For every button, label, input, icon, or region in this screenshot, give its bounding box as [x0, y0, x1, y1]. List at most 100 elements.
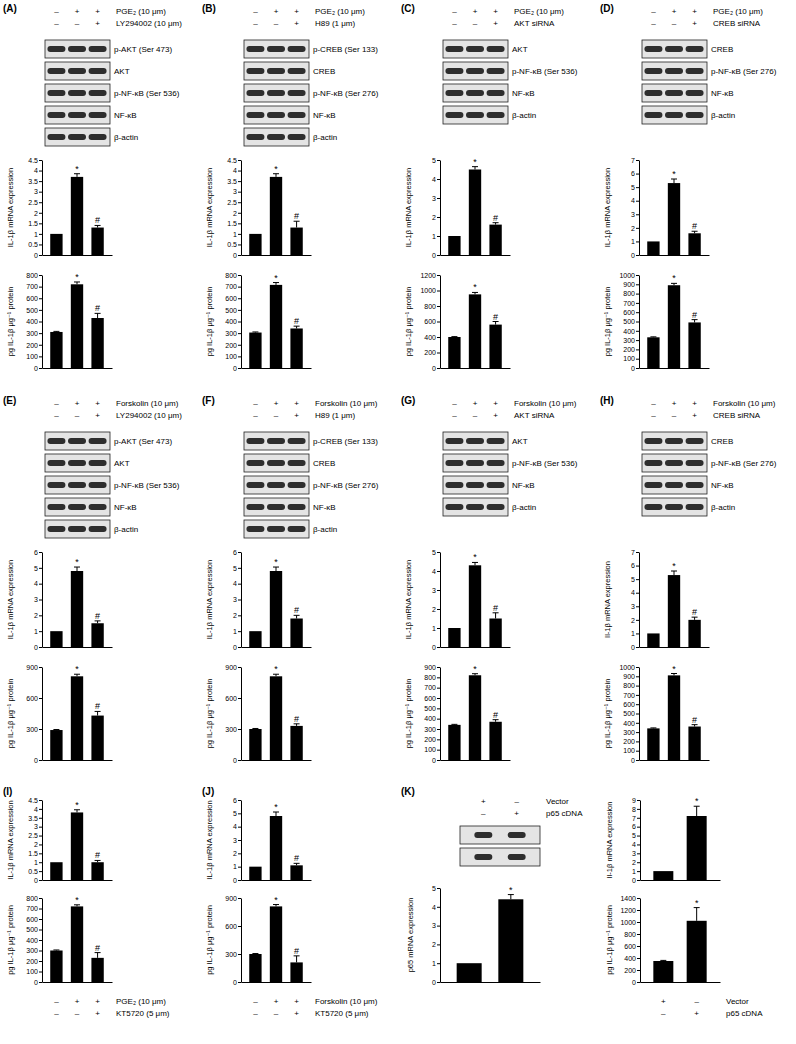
treatment-sign: + — [294, 19, 299, 28]
tick-label: 2 — [631, 225, 635, 232]
panel-label: (G) — [401, 395, 415, 406]
tick-mark — [39, 909, 42, 910]
y-tick: 0 — [631, 644, 639, 651]
blot-band — [466, 438, 484, 444]
tick-mark — [39, 615, 42, 616]
y-tick: 400 — [623, 720, 639, 727]
error-bar — [273, 812, 279, 816]
y-tick: 6 — [233, 549, 241, 556]
bar — [249, 729, 261, 760]
y-axis-line — [440, 276, 441, 369]
tick-label: 0 — [631, 252, 635, 259]
blot-label: β-actin — [711, 503, 735, 512]
bar — [489, 325, 501, 368]
y-tick: 4 — [34, 167, 42, 174]
y-axis-title: pg IL-1β μg⁻¹ protein — [205, 679, 214, 749]
x-axis-line — [242, 368, 312, 369]
treatment-sign: – — [54, 1009, 59, 1018]
bar — [270, 285, 282, 368]
blot-strip — [244, 106, 309, 124]
error-bar — [95, 711, 101, 715]
tick-label: 3 — [34, 823, 38, 830]
blot-band — [288, 68, 306, 74]
tick-mark — [636, 241, 639, 242]
tick-mark — [437, 698, 440, 699]
treatment-label: Vector — [726, 997, 749, 1006]
y-tick: 0 — [233, 644, 241, 651]
tick-label: 6 — [631, 170, 635, 177]
tick-mark — [39, 568, 42, 569]
error-cap — [252, 953, 258, 954]
blot-strip — [244, 40, 309, 58]
treatment-label: p65 cDNA — [546, 809, 583, 818]
y-tick: 700 — [225, 283, 241, 290]
tick-mark — [39, 275, 42, 276]
tick-mark — [636, 312, 639, 313]
bar — [91, 623, 103, 647]
tick-label: 200 — [424, 736, 436, 743]
y-tick: 5 — [432, 885, 440, 892]
bar — [91, 862, 103, 880]
tick-mark — [39, 698, 42, 699]
treatment-label: H89 (1 μm) — [315, 411, 356, 420]
tick-mark — [437, 160, 440, 161]
error-cap — [53, 331, 59, 332]
blot-band — [487, 68, 505, 74]
tick-mark — [636, 620, 639, 621]
bar — [653, 871, 673, 880]
error-stem — [674, 179, 675, 183]
treatment-sign: – — [54, 411, 59, 420]
tick-mark — [636, 667, 639, 668]
blot-band — [686, 90, 704, 96]
y-axis-title: IL-1β mRNA expression — [404, 168, 413, 247]
significance-mark: # — [493, 312, 498, 322]
y-axis: 00.511.522.533.544.5 — [28, 797, 42, 884]
tick-label: 5 — [432, 157, 436, 164]
y-tick: 100 — [26, 968, 42, 975]
tick-mark — [437, 888, 440, 889]
tick-label: 4 — [233, 823, 237, 830]
treatment-sign: – — [253, 399, 258, 408]
bar-chart: 01002003004005006007008009001000*#pg IL-… — [603, 272, 710, 372]
error-bar — [660, 960, 666, 962]
blot-band — [68, 112, 86, 118]
y-tick: 3 — [233, 596, 241, 603]
bar — [647, 241, 659, 255]
significance-mark: # — [692, 221, 697, 231]
y-tick: 0 — [632, 877, 640, 884]
blot-strip — [244, 62, 309, 80]
blot-band — [89, 526, 107, 532]
tick-label: 3 — [631, 211, 635, 218]
treatment-sign: – — [651, 399, 656, 408]
y-tick: 800 — [26, 272, 42, 279]
tick-label: 2 — [34, 210, 38, 217]
tick-label: 1 — [631, 238, 635, 245]
bar — [50, 951, 62, 983]
blot-band — [267, 438, 285, 444]
x-axis — [641, 880, 721, 882]
tick-label: 400 — [26, 318, 38, 325]
y-tick: 700 — [26, 905, 42, 912]
tick-mark — [238, 234, 241, 235]
y-axis-line — [241, 276, 242, 369]
significance-mark: * — [274, 802, 278, 812]
y-axis-title: pg IL-1β μg⁻¹ protein — [605, 905, 614, 975]
tick-mark — [437, 255, 440, 256]
tick-label: 600 — [26, 916, 38, 923]
bar — [270, 571, 282, 647]
y-tick: 200 — [624, 967, 640, 974]
error-bar — [53, 331, 59, 333]
blot-band — [288, 134, 306, 140]
tick-label: 5 — [631, 576, 635, 583]
y-tick: 800 — [623, 682, 639, 689]
y-tick: 600 — [624, 943, 640, 950]
blot-label: NF-κB — [313, 111, 336, 120]
plot-area — [647, 571, 701, 647]
tick-label: 2 — [432, 606, 436, 613]
treatment-sign: + — [294, 411, 299, 420]
y-tick: 4 — [432, 904, 440, 911]
tick-mark — [636, 228, 639, 229]
tick-mark — [39, 552, 42, 553]
blot-strip — [244, 432, 309, 450]
blot-label: p-NF-κB (Ser 276) — [313, 89, 379, 98]
